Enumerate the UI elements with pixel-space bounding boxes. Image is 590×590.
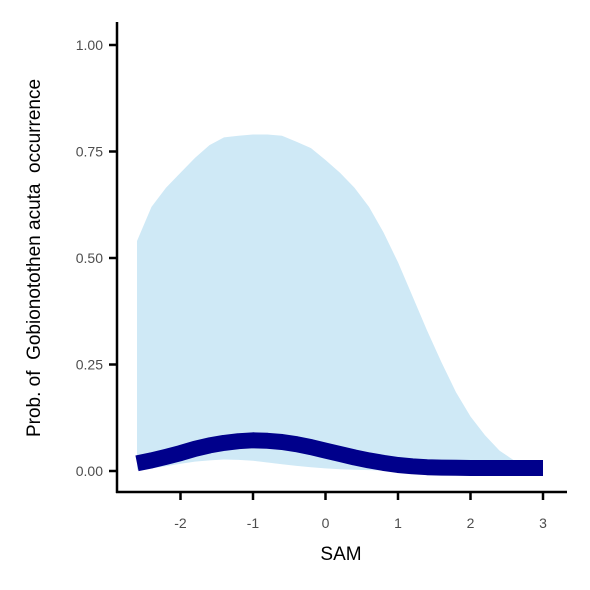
x-tick-label: -2 [174, 515, 187, 531]
y-axis-title: Prob. of Gobionotothen acuta occurrence [24, 79, 45, 437]
y-tick-label: 1.00 [76, 37, 103, 53]
ticks: -2 -1 0 1 2 3 0.00 0.25 0.50 0.75 1.00 [76, 37, 547, 531]
x-axis-title: SAM [320, 544, 361, 565]
y-tick-label: 0.75 [76, 144, 103, 160]
x-tick-label: 3 [539, 515, 547, 531]
y-tick-label: 0.50 [76, 250, 103, 266]
x-tick-label: 0 [322, 515, 330, 531]
x-tick-label: -1 [247, 515, 260, 531]
x-tick-label: 2 [467, 515, 475, 531]
fitted-line [135, 432, 543, 476]
y-tick-label: 0.00 [76, 463, 103, 479]
confidence-ribbon [137, 134, 543, 471]
plot-area [135, 134, 543, 476]
x-tick-label: 1 [394, 515, 402, 531]
y-tick-label: 0.25 [76, 357, 103, 373]
